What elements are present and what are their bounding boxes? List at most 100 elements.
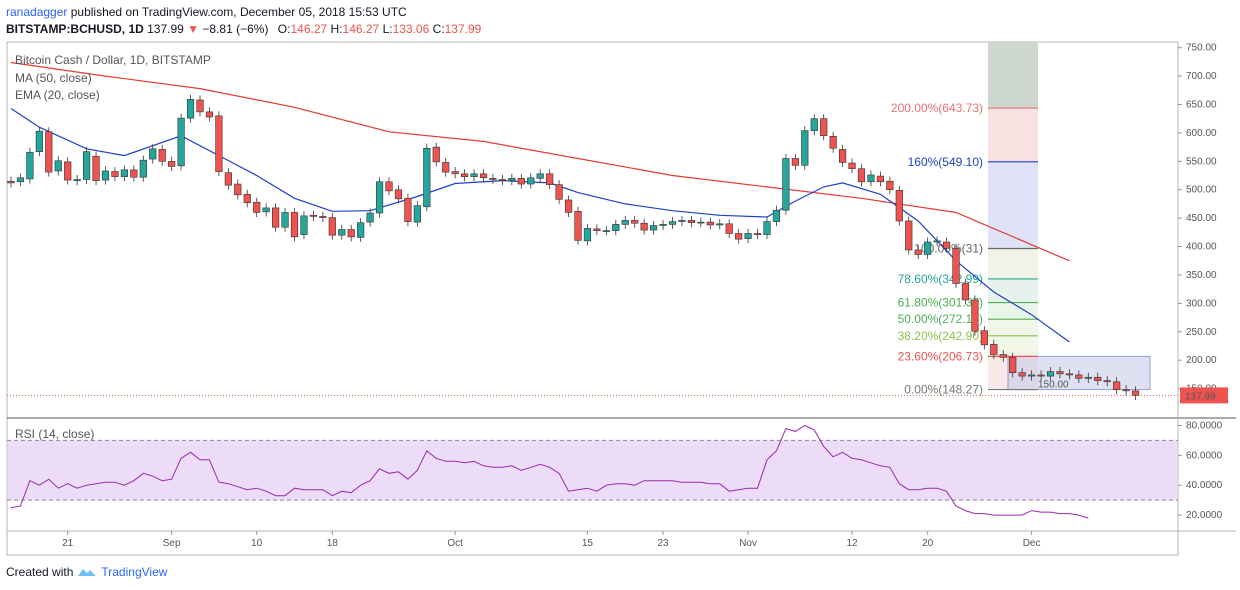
candle-body — [593, 228, 601, 231]
fib-label: 50.00%(272.14) — [898, 312, 983, 326]
candle-body — [215, 115, 223, 172]
symbol-info: BITSTAMP:BCHUSD, 1D 137.99 ▼ −8.81 (−6%)… — [6, 22, 481, 36]
candle-body — [101, 170, 110, 181]
candle-body — [394, 189, 403, 200]
candle-body — [706, 221, 714, 226]
price-tick-label: 700.00 — [1186, 71, 1217, 82]
fib-band — [988, 278, 1038, 303]
candle-body — [262, 207, 270, 213]
candle-body — [810, 118, 818, 131]
candle-body — [791, 158, 799, 166]
candle-body — [120, 169, 128, 177]
candle-body — [130, 169, 138, 178]
candle-body — [602, 230, 610, 232]
price-tick-label: 600.00 — [1186, 128, 1217, 139]
candle-body — [73, 179, 81, 181]
candle-body — [186, 99, 195, 119]
candle-body — [1056, 371, 1064, 375]
price-tick-label: 250.00 — [1186, 327, 1217, 338]
fib-label: 23.60%(206.73) — [898, 349, 983, 363]
candle-body — [687, 220, 695, 223]
candle-body — [735, 233, 743, 240]
close-label: C: — [432, 22, 445, 36]
change: −8.81 (−6%) — [202, 22, 269, 36]
candle-body — [1018, 372, 1026, 377]
rsi-tick-label: 40.0000 — [1186, 480, 1223, 491]
candle-body — [517, 178, 525, 185]
x-tick-label: 18 — [327, 538, 339, 549]
candle-body — [111, 171, 119, 177]
candle-body — [649, 225, 658, 231]
candle-body — [1131, 390, 1140, 396]
fib-band — [988, 108, 1038, 162]
candle-body — [309, 214, 318, 217]
fib-band — [988, 335, 1038, 357]
candle-body — [470, 173, 478, 177]
candle-body — [35, 130, 43, 152]
price-tick-label: 400.00 — [1186, 242, 1217, 253]
candle-body — [168, 161, 176, 167]
candle-body — [640, 222, 648, 231]
candle-body — [999, 354, 1007, 358]
publish-text: published on TradingView.com, December 0… — [70, 5, 407, 19]
candle-body — [328, 217, 336, 236]
candle-body — [990, 343, 998, 355]
candle-body — [442, 162, 450, 173]
author-link[interactable]: ranadagger — [6, 5, 68, 19]
candle-body — [942, 241, 951, 249]
low-value: 133.06 — [392, 22, 430, 36]
candle-body — [1028, 374, 1036, 377]
candle-body — [668, 221, 677, 225]
x-tick-label: 23 — [657, 538, 669, 549]
price-tick-label: 750.00 — [1186, 43, 1217, 54]
candle-body — [980, 330, 988, 346]
created-with-text: Created with — [6, 565, 74, 579]
candle-body — [933, 240, 941, 243]
last-price: 137.99 — [147, 22, 184, 36]
candle-body — [895, 189, 903, 222]
candle-body — [1094, 376, 1102, 381]
candle-body — [1075, 374, 1083, 379]
candle-body — [772, 209, 781, 222]
candle-body — [1122, 389, 1130, 392]
footer: Created with TradingView — [6, 565, 167, 579]
rsi-tick-label: 20.0000 — [1186, 510, 1223, 521]
candle-body — [574, 211, 582, 241]
candle-body — [612, 224, 620, 231]
fib-label: 61.80%(301.37) — [898, 296, 983, 310]
fib-label: 78.60%(342.99) — [898, 272, 983, 286]
candle-body — [205, 111, 214, 118]
candle-body — [867, 174, 875, 183]
candle-body — [914, 249, 922, 255]
chart-title: Bitcoin Cash / Dollar, 1D, BITSTAMP — [15, 53, 211, 67]
candle-body — [621, 220, 629, 225]
fib-band — [988, 42, 1038, 109]
fib-band — [988, 248, 1038, 279]
price-tick-label: 550.00 — [1186, 156, 1217, 167]
price-tick-label: 650.00 — [1186, 100, 1217, 111]
candle-body — [782, 158, 790, 211]
candle-body — [753, 233, 762, 235]
fib-band — [988, 302, 1038, 320]
fib-label: 0.00%(148.27) — [904, 383, 983, 397]
candle-body — [234, 183, 242, 196]
fib-band — [988, 319, 1038, 336]
candle-body — [583, 228, 592, 242]
candle-body — [971, 299, 979, 332]
candle-body — [45, 131, 53, 173]
candle-body — [16, 177, 25, 183]
candle-body — [404, 197, 412, 222]
tradingview-brand[interactable]: TradingView — [101, 565, 168, 579]
candle-body — [508, 178, 516, 181]
candle-body — [54, 160, 62, 172]
fib-150-label: 150.00 — [1038, 379, 1069, 390]
fib-label: 38.20%(242.90) — [898, 329, 983, 343]
candle-body — [338, 229, 346, 236]
low-label: L: — [382, 22, 393, 36]
candle-body — [961, 283, 970, 301]
fib-label: 160%(549.10) — [908, 155, 983, 169]
candle-body — [177, 117, 185, 167]
candle-body — [829, 136, 837, 149]
candle-body — [564, 199, 573, 213]
